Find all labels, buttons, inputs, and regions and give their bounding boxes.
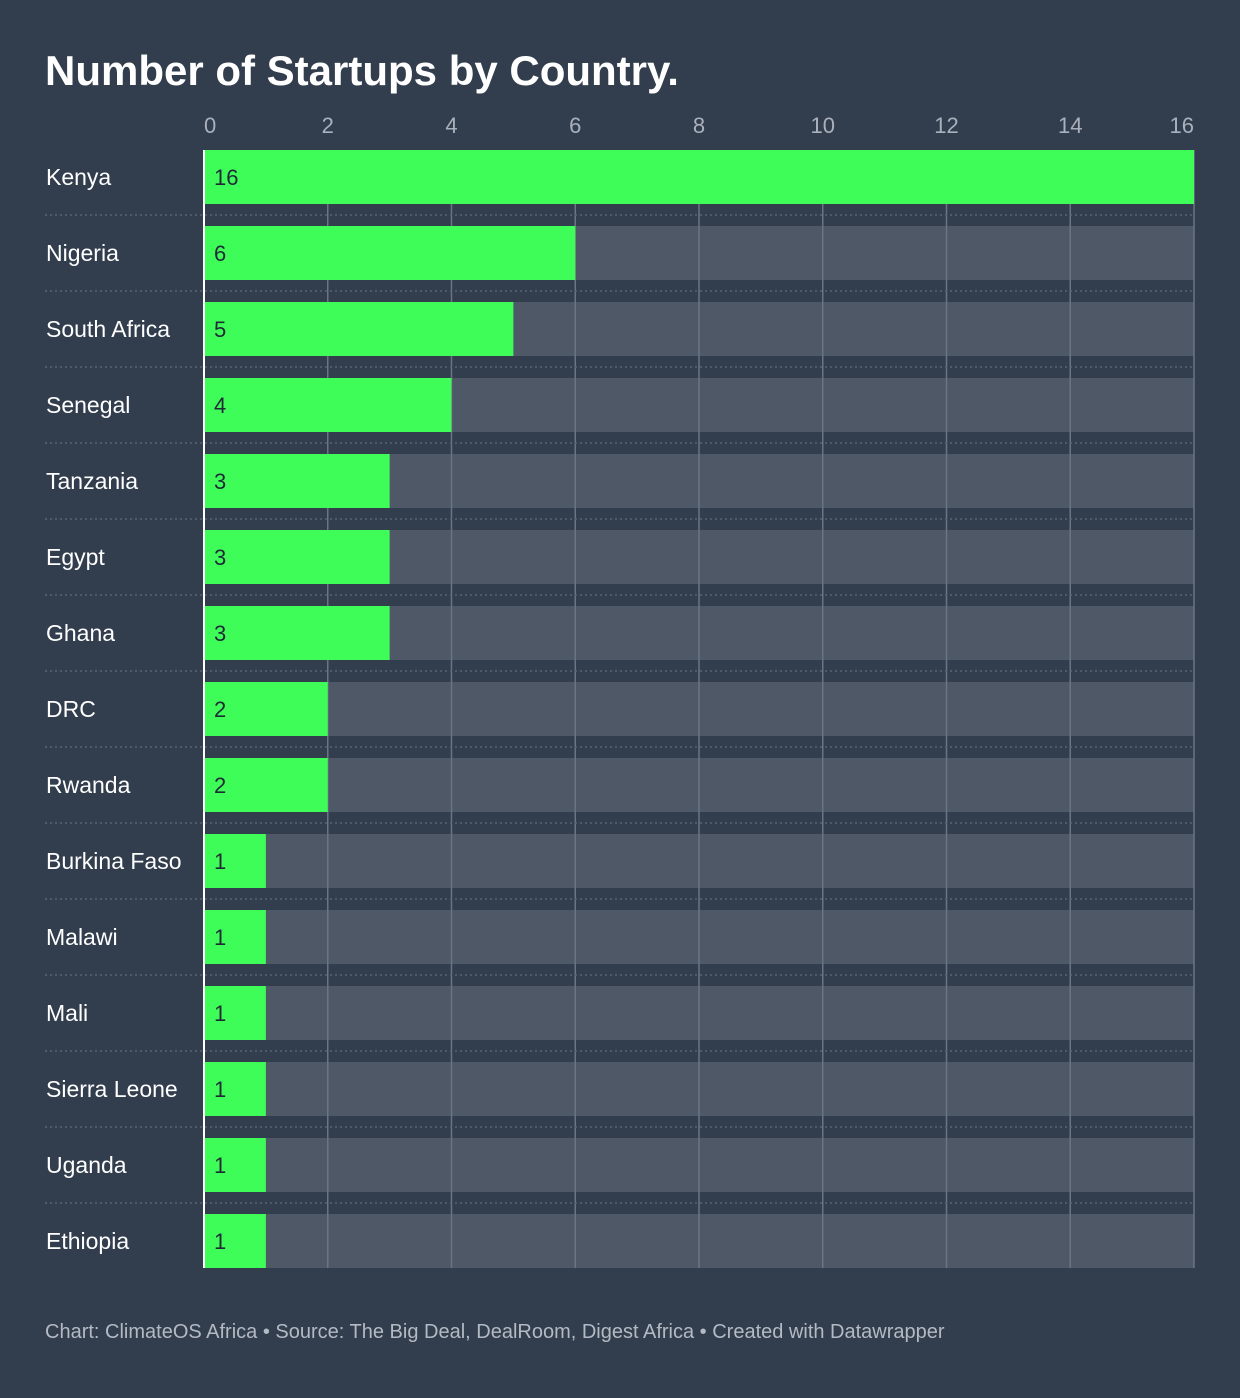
x-tick-label: 16 — [1170, 113, 1194, 138]
row-separators — [45, 214, 1194, 1204]
category-label: Uganda — [46, 1152, 127, 1178]
bar — [204, 1138, 266, 1192]
x-tick-label: 8 — [693, 113, 705, 138]
data-label: 3 — [214, 621, 226, 646]
x-axis-ticks: 0 2 4 6 8 10 12 14 16 — [204, 113, 1194, 138]
bar — [204, 1214, 266, 1268]
bar — [204, 378, 452, 432]
bar — [204, 530, 390, 584]
category-label: Burkina Faso — [46, 848, 182, 874]
category-label: Tanzania — [46, 468, 138, 494]
category-label: Nigeria — [46, 240, 119, 266]
data-label: 3 — [214, 545, 226, 570]
bar — [204, 682, 328, 736]
data-labels: 16 6 5 4 3 3 3 2 2 1 1 1 1 1 1 — [214, 165, 238, 1254]
data-label: 1 — [214, 1229, 226, 1254]
data-label: 16 — [214, 165, 238, 190]
bar — [204, 454, 390, 508]
x-tick-label: 2 — [322, 113, 334, 138]
category-label: DRC — [46, 696, 96, 722]
category-label: Sierra Leone — [46, 1076, 178, 1102]
category-label: Rwanda — [46, 772, 131, 798]
category-labels: Kenya Nigeria South Africa Senegal Tanzania E… — [46, 164, 182, 1254]
chart-title: Number of Startups by Country. — [45, 47, 679, 94]
data-label: 4 — [214, 393, 226, 418]
bars — [204, 150, 1194, 1268]
bar — [204, 834, 266, 888]
bar — [204, 986, 266, 1040]
category-label: Egypt — [46, 544, 105, 570]
data-label: 1 — [214, 1153, 226, 1178]
x-tick-label: 14 — [1058, 113, 1082, 138]
data-label: 3 — [214, 469, 226, 494]
category-label: Mali — [46, 1000, 88, 1026]
bar — [204, 150, 1194, 204]
category-label: Senegal — [46, 392, 130, 418]
data-label: 1 — [214, 1077, 226, 1102]
category-label: Ghana — [46, 620, 115, 646]
data-label: 2 — [214, 697, 226, 722]
bar — [204, 302, 514, 356]
data-label: 1 — [214, 1001, 226, 1026]
category-label: Kenya — [46, 164, 111, 190]
bar — [204, 910, 266, 964]
chart-footer: Chart: ClimateOS Africa • Source: The Bi… — [45, 1321, 945, 1343]
x-tick-label: 6 — [569, 113, 581, 138]
x-tick-label: 10 — [811, 113, 835, 138]
data-label: 2 — [214, 773, 226, 798]
category-label: Ethiopia — [46, 1228, 129, 1254]
category-label: South Africa — [46, 316, 170, 342]
bar — [204, 226, 576, 280]
data-label: 1 — [214, 925, 226, 950]
data-label: 1 — [214, 849, 226, 874]
bar — [204, 1062, 266, 1116]
data-label: 5 — [214, 317, 226, 342]
x-tick-label: 12 — [934, 113, 958, 138]
category-label: Malawi — [46, 924, 118, 950]
x-tick-label: 0 — [204, 113, 216, 138]
data-label: 6 — [214, 241, 226, 266]
bar — [204, 606, 390, 660]
bar — [204, 758, 328, 812]
x-tick-label: 4 — [445, 113, 457, 138]
